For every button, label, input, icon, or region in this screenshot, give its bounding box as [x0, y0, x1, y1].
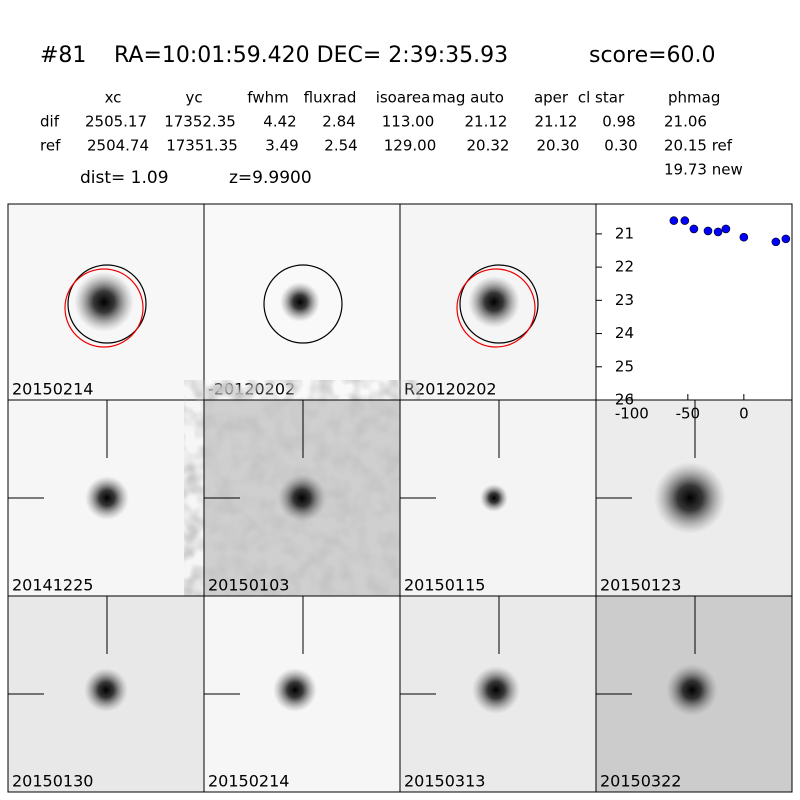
aperture	[263, 264, 343, 344]
ref-aperture	[456, 268, 536, 348]
panel-label: 20150103	[208, 576, 289, 595]
table-cell: 2.54	[324, 137, 357, 155]
source	[74, 272, 134, 332]
table-cell: 3.49	[265, 137, 298, 155]
panel-frame	[595, 595, 793, 793]
y-tick-label: 24	[615, 324, 634, 342]
y-tick-label: 25	[615, 357, 634, 375]
table-cell: 2504.74	[87, 137, 149, 155]
table-cell: 2505.17	[85, 113, 147, 131]
y-tick-label: 22	[615, 258, 634, 276]
point	[713, 227, 723, 237]
point	[689, 224, 699, 234]
candidate-id: #81	[40, 43, 86, 68]
source	[666, 664, 718, 716]
point	[703, 226, 713, 236]
row-label: ref	[40, 137, 61, 155]
table-cell: 17352.35	[164, 113, 236, 131]
table-cell: 21.12	[465, 113, 508, 131]
table-cell: 129.00	[384, 137, 437, 155]
column-header: yc	[185, 89, 202, 107]
column-header: cl star	[578, 89, 625, 107]
source	[280, 282, 320, 322]
aperture	[67, 264, 147, 344]
source	[654, 462, 726, 534]
point	[739, 232, 749, 242]
panel-label: 20150214	[12, 380, 93, 399]
source	[273, 668, 317, 712]
column-header: aper	[534, 89, 569, 107]
column-header: isoarea	[376, 89, 431, 107]
table-cell: 20.30	[537, 137, 580, 155]
column-header: fluxrad	[304, 89, 357, 107]
point	[781, 234, 791, 244]
phmag-new: 19.73 new	[664, 161, 743, 179]
column-header: fwhm	[247, 89, 288, 107]
dist: dist= 1.09	[80, 168, 169, 188]
panel-label: 20150123	[600, 576, 681, 595]
panels: 20150214 -20120202 R20120202 20141225 201501…	[7, 203, 793, 793]
y-tick-label: 26	[615, 391, 634, 409]
y-tick-label: 21	[615, 224, 634, 242]
table-cell: 20.32	[467, 137, 510, 155]
point	[680, 216, 690, 225]
plot-bg	[595, 203, 793, 401]
x-tick-label: 0	[739, 405, 749, 423]
point	[669, 216, 679, 225]
point	[771, 237, 781, 247]
row-label: dif	[40, 113, 60, 131]
source	[278, 474, 326, 522]
source	[84, 668, 128, 712]
table-cell: 20.15 ref	[664, 137, 733, 155]
table-cell: 21.12	[535, 113, 578, 131]
x-tick-label: -100	[615, 405, 649, 423]
table-cell: 0.30	[604, 137, 637, 155]
source	[472, 666, 520, 714]
table-cell: 0.98	[602, 113, 635, 131]
panel-label: 20150322	[600, 772, 681, 791]
table-cell: 17351.35	[166, 137, 238, 155]
table-cell: 2.84	[322, 113, 355, 131]
column-header: xc	[105, 89, 122, 107]
panel-label: 20150130	[12, 772, 93, 791]
panel-label: 20141225	[12, 576, 93, 595]
panel-label: R20120202	[404, 380, 497, 399]
source	[85, 476, 129, 520]
point	[721, 224, 731, 234]
ref-aperture	[64, 268, 144, 348]
aperture	[459, 264, 539, 344]
panel-label: 20150115	[404, 576, 485, 595]
source	[468, 276, 520, 328]
table-cell: 4.42	[263, 113, 296, 131]
source	[480, 484, 508, 512]
z: z=9.9900	[229, 168, 312, 188]
x-tick-label: -50	[676, 405, 701, 423]
panel-label: -20120202	[208, 380, 295, 399]
coordinates: RA=10:01:59.420 DEC= 2:39:35.93	[114, 43, 508, 68]
score: score=60.0	[589, 43, 716, 68]
table-cell: 21.06	[664, 113, 707, 131]
y-tick-label: 23	[615, 291, 634, 309]
column-header: phmag	[668, 89, 720, 107]
panel-label: 20150214	[208, 772, 289, 791]
column-header: mag auto	[432, 89, 504, 107]
panel-label: 20150313	[404, 772, 485, 791]
table-cell: 113.00	[382, 113, 435, 131]
